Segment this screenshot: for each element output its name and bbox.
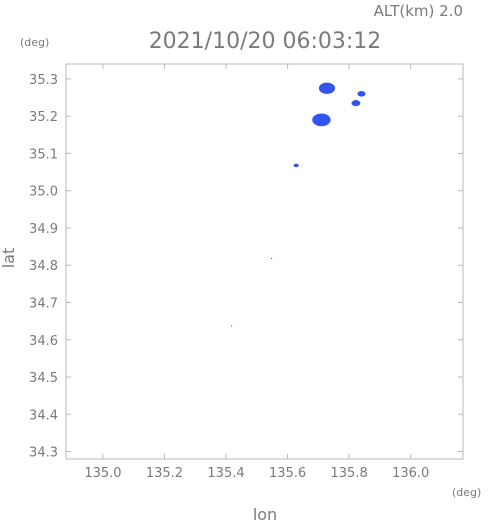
x-tick-label: 135.8: [331, 466, 368, 481]
data-point: [312, 113, 331, 127]
x-tick-label: 135.4: [207, 466, 244, 481]
y-tick-label: 34.5: [29, 371, 58, 386]
data-point: [351, 100, 361, 107]
y-tick-label: 35.0: [29, 185, 58, 200]
data-point: [230, 325, 233, 327]
x-tick-label: 135.0: [84, 466, 121, 481]
x-unit-label: (deg): [452, 486, 481, 499]
data-point: [318, 82, 336, 94]
y-tick-label: 34.4: [29, 408, 58, 423]
data-points: [230, 82, 366, 327]
y-tick-label: 35.3: [29, 73, 58, 88]
data-point: [293, 163, 299, 168]
altitude-label: ALT(km) 2.0: [374, 2, 463, 20]
y-tick-label: 34.6: [29, 334, 58, 349]
plot-frame: [65, 63, 464, 460]
data-point: [270, 258, 273, 259]
y-tick-label: 34.8: [29, 259, 58, 274]
x-axis-label: lon: [253, 505, 277, 521]
y-tick-label: 35.1: [29, 147, 58, 162]
y-tick-label: 34.3: [29, 446, 58, 461]
x-tick-label: 135.2: [146, 466, 183, 481]
y-axis-label: lat: [0, 248, 18, 269]
axis-ticks: 34.3 34.4 34.5 34.6 34.7 34.8 34.9 35.0 35.1 35.2…: [29, 64, 463, 481]
x-tick-label: 135.6: [269, 466, 306, 481]
y-tick-label: 34.9: [29, 222, 58, 237]
data-point: [357, 90, 366, 97]
y-unit-label: (deg): [20, 36, 49, 49]
y-tick-label: 34.7: [29, 296, 58, 311]
y-tick-label: 35.2: [29, 110, 58, 125]
x-tick-label: 136.0: [392, 466, 429, 481]
chart-title: 2021/10/20 06:03:12: [149, 29, 382, 54]
